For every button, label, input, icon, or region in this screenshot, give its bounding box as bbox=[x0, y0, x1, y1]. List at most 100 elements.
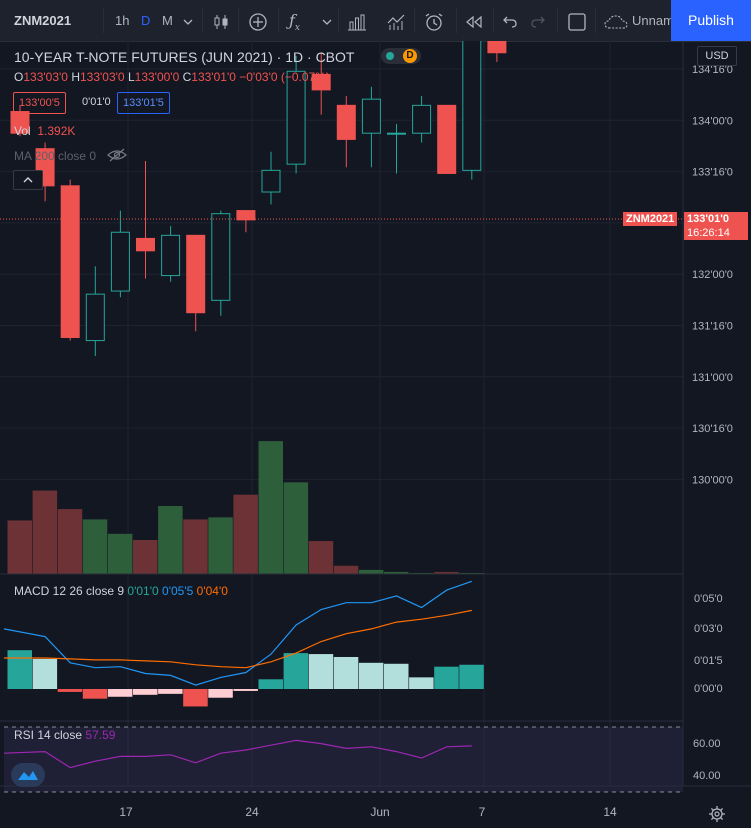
toolbar-divider bbox=[456, 8, 457, 33]
toolbar-divider bbox=[278, 8, 279, 33]
tradingview-logo-icon[interactable] bbox=[11, 763, 45, 787]
candle bbox=[261, 151, 281, 205]
candle bbox=[487, 41, 507, 63]
macd-histogram-bar bbox=[459, 664, 484, 689]
hidden-eye-icon[interactable] bbox=[107, 148, 127, 162]
macd-histogram-bar bbox=[233, 689, 258, 691]
market-status-pill: D bbox=[381, 48, 421, 64]
candle-body bbox=[387, 132, 406, 135]
volume-bar bbox=[233, 494, 258, 574]
volume-bar bbox=[434, 571, 459, 574]
toolbar-divider bbox=[493, 8, 494, 33]
undo-arrow-icon[interactable] bbox=[502, 0, 518, 41]
ma-legend: MA 200 close 0 bbox=[14, 149, 97, 163]
macd-histogram-bar bbox=[158, 689, 183, 694]
interval-1h-button[interactable]: 1h bbox=[115, 13, 130, 28]
publish-button[interactable]: Publish bbox=[671, 0, 751, 41]
macd-tick-label: 0'05'0 bbox=[694, 593, 723, 605]
templates-chart-icon[interactable] bbox=[386, 0, 406, 41]
candle-body bbox=[286, 70, 306, 165]
candle bbox=[361, 86, 381, 168]
indicators-fx-icon[interactable]: ƒx bbox=[289, 11, 300, 34]
layout-name-label[interactable]: Unnam bbox=[632, 13, 674, 28]
buy-button[interactable]: 133'01'5 bbox=[117, 92, 170, 114]
symbol-search-button[interactable]: ZNM2021 bbox=[14, 13, 72, 28]
volume-bar bbox=[459, 572, 484, 574]
interval-dropdown-chevron-icon[interactable] bbox=[183, 0, 193, 41]
candle-body bbox=[211, 213, 231, 301]
candles-chart-type-icon[interactable] bbox=[212, 0, 230, 41]
settings-gear-icon[interactable] bbox=[709, 806, 725, 822]
ohlc-legend: O133'03'0 H133'03'0 L133'00'0 C133'01'0 … bbox=[14, 70, 330, 84]
candle-body bbox=[110, 231, 130, 292]
price-tick-label: 132'00'0 bbox=[692, 269, 733, 281]
candle-body bbox=[236, 210, 256, 221]
price-tick-label: 131'16'0 bbox=[692, 321, 733, 333]
macd-histogram-bar bbox=[32, 658, 58, 689]
toolbar-divider bbox=[338, 8, 339, 33]
price-tick-label: 133'16'0 bbox=[692, 167, 733, 179]
volume-bar bbox=[158, 506, 183, 574]
volume-bars bbox=[7, 441, 484, 574]
macd-histogram-bar bbox=[57, 689, 83, 692]
fullscreen-square-icon[interactable] bbox=[567, 0, 587, 41]
candle-body bbox=[161, 234, 181, 277]
signal-line bbox=[4, 609, 472, 669]
volume-bar bbox=[133, 540, 158, 574]
volume-bar bbox=[283, 482, 309, 574]
candle-body bbox=[462, 41, 482, 171]
compare-add-icon[interactable] bbox=[248, 0, 268, 41]
volume-bar bbox=[358, 569, 384, 574]
grid-lines bbox=[0, 41, 683, 786]
redo-arrow-icon[interactable] bbox=[530, 0, 546, 41]
interval-day-button[interactable]: D bbox=[141, 13, 151, 28]
candle-body bbox=[10, 111, 30, 134]
currency-select[interactable]: USD bbox=[697, 46, 737, 66]
candle bbox=[186, 234, 206, 332]
macd-tick-label: 0'03'0 bbox=[694, 623, 723, 635]
candle bbox=[211, 210, 231, 316]
alert-clock-icon[interactable] bbox=[423, 0, 445, 41]
time-tick-label: 17 bbox=[119, 805, 133, 819]
time-axis[interactable]: 17 24 Jun 7 14 bbox=[119, 805, 617, 819]
candle bbox=[462, 41, 482, 180]
delayed-data-badge[interactable]: D bbox=[403, 49, 417, 63]
candle-body bbox=[487, 41, 507, 54]
rsi-axis[interactable]: 60.00 40.00 bbox=[693, 738, 721, 782]
interval-month-button[interactable]: M bbox=[162, 13, 173, 28]
price-axis[interactable]: 134'16'0134'00'0133'16'0132'16'0132'00'0… bbox=[692, 64, 733, 486]
replay-rewind-icon[interactable] bbox=[465, 0, 483, 41]
macd-histogram-bar bbox=[409, 677, 434, 689]
candle-body bbox=[437, 104, 457, 174]
macd-axis[interactable]: 0'05'0 0'03'0 0'01'5 0'00'0 bbox=[694, 593, 723, 695]
financials-bar-chart-icon[interactable] bbox=[347, 0, 367, 41]
macd-histogram-bar bbox=[133, 689, 158, 695]
candle-body bbox=[261, 169, 281, 193]
volume-bar bbox=[208, 517, 233, 574]
time-tick-label: 24 bbox=[245, 805, 259, 819]
volume-bar bbox=[258, 441, 283, 574]
candle-body bbox=[311, 73, 331, 91]
time-tick-label: Jun bbox=[370, 805, 389, 819]
volume-bar bbox=[32, 490, 58, 574]
candle bbox=[336, 96, 356, 168]
market-open-dot-icon bbox=[386, 52, 394, 60]
symbol-price-tag: ZNM2021 bbox=[623, 212, 678, 226]
price-tick-label: 131'00'0 bbox=[692, 372, 733, 384]
volume-legend: Vol 1.392K bbox=[14, 124, 76, 138]
toolbar-divider bbox=[414, 8, 415, 33]
toolbar-divider bbox=[202, 8, 203, 33]
chart-canvas[interactable]: 134'16'0134'00'0133'16'0132'16'0132'00'0… bbox=[0, 41, 751, 828]
collapse-legend-button[interactable] bbox=[13, 170, 43, 190]
toolbar-divider bbox=[103, 8, 104, 33]
sell-button[interactable]: 133'00'5 bbox=[13, 92, 66, 114]
indicators-dropdown-chevron-icon[interactable] bbox=[322, 0, 332, 41]
cloud-save-icon[interactable] bbox=[604, 0, 630, 41]
macd-histogram-bar bbox=[333, 656, 359, 689]
rsi-legend: RSI 14 close 57.59 bbox=[14, 728, 116, 742]
macd-histogram-bar bbox=[82, 689, 108, 699]
candle bbox=[10, 105, 30, 137]
chevron-up-icon bbox=[23, 177, 33, 183]
time-tick-label: 14 bbox=[603, 805, 617, 819]
spread-value: 0'01'0 bbox=[82, 96, 111, 108]
